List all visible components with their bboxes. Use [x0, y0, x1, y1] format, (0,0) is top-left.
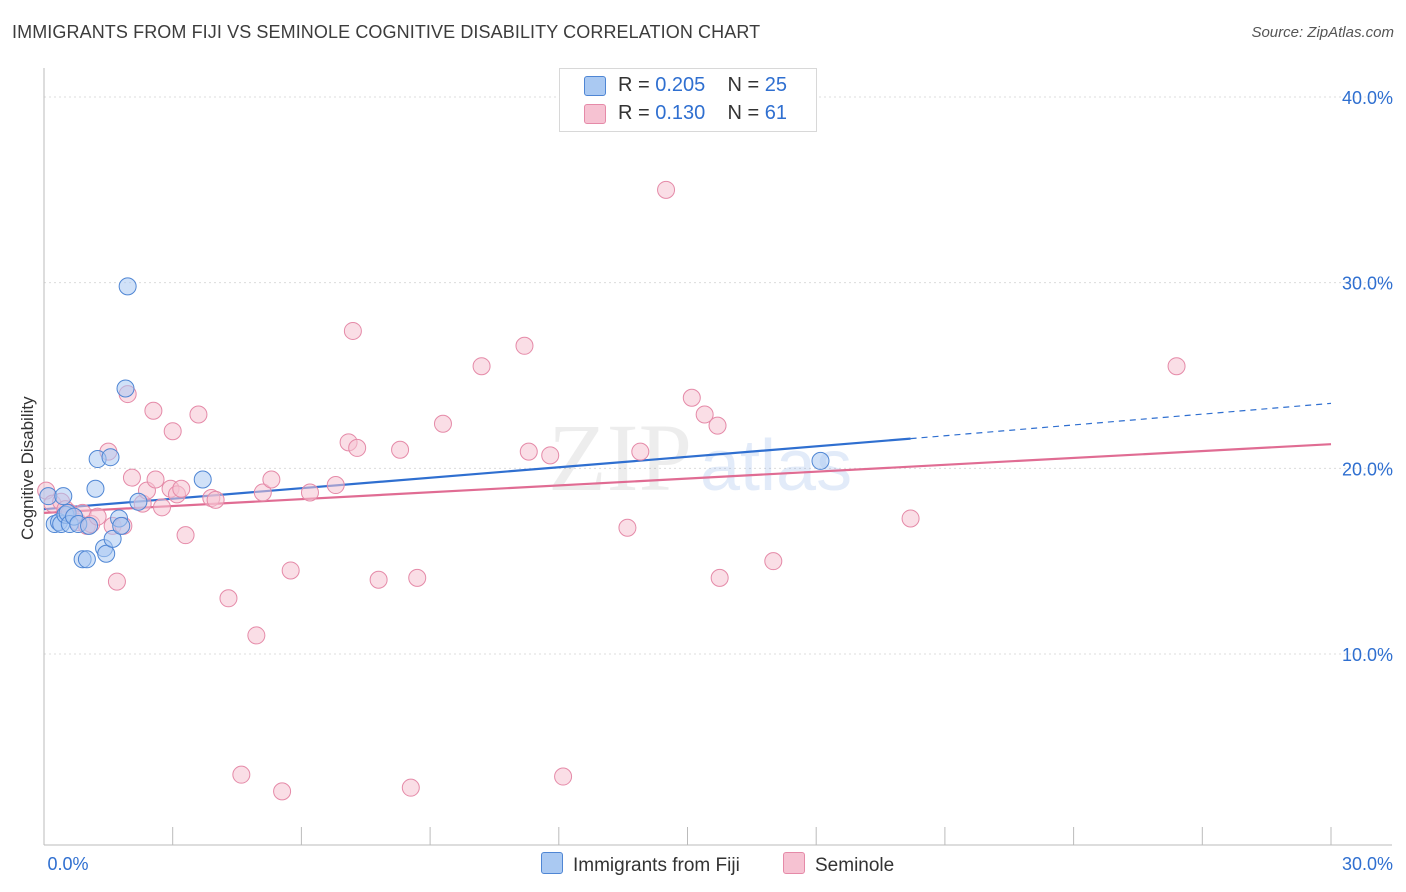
seminole-point[interactable]: [1167, 357, 1186, 376]
fiji-trend-extension: [910, 402, 1332, 440]
seminole-point[interactable]: [189, 405, 208, 424]
fiji-n-value: 25: [764, 74, 788, 96]
seminole-point[interactable]: [152, 498, 171, 517]
legend-item-seminole[interactable]: Seminole: [783, 852, 894, 877]
seminole-point[interactable]: [348, 438, 367, 457]
fiji-point[interactable]: [193, 470, 212, 489]
y-tick-label: 10.0%: [1342, 645, 1393, 665]
y-tick-label: 30.0%: [1342, 274, 1393, 294]
fiji-point[interactable]: [54, 487, 73, 506]
fiji-r-label: R =: [618, 74, 650, 96]
seminole-point[interactable]: [122, 468, 141, 487]
fiji-point[interactable]: [86, 479, 105, 498]
seminole-point[interactable]: [273, 782, 292, 801]
seminole-point[interactable]: [343, 321, 362, 340]
y-axis-label: Cognitive Disability: [18, 396, 37, 540]
seminole-point[interactable]: [391, 440, 410, 459]
fiji-point[interactable]: [39, 487, 58, 506]
fiji-swatch: [584, 76, 606, 96]
seminole-trend-line: [43, 443, 1332, 514]
seminole-point[interactable]: [472, 357, 491, 376]
seminole-swatch: [584, 104, 606, 124]
seminole-point[interactable]: [708, 416, 727, 435]
y-tick-label: 40.0%: [1342, 88, 1393, 108]
fiji-r-value: 0.205: [655, 74, 706, 96]
fiji-trend-line: [43, 437, 911, 511]
seminole-point[interactable]: [433, 414, 452, 433]
fiji-point[interactable]: [116, 379, 135, 398]
fiji-point[interactable]: [103, 529, 122, 548]
seminole-point[interactable]: [326, 476, 345, 495]
seminole-r-value: 0.130: [655, 102, 706, 124]
x-tick-label: 30.0%: [1342, 854, 1393, 874]
legend-fiji-label: Immigrants from Fiji: [573, 855, 740, 876]
chart-title: IMMIGRANTS FROM FIJI VS SEMINOLE COGNITI…: [12, 22, 761, 42]
seminole-point[interactable]: [247, 626, 266, 645]
fiji-point[interactable]: [811, 451, 830, 470]
seminole-point[interactable]: [163, 422, 182, 441]
seminole-point[interactable]: [657, 180, 676, 199]
fiji-point[interactable]: [129, 492, 148, 511]
seminole-n-label: N =: [727, 102, 760, 124]
seminole-point[interactable]: [710, 568, 729, 587]
seminole-point[interactable]: [401, 778, 420, 797]
y-tick-label: 20.0%: [1342, 459, 1393, 479]
seminole-point[interactable]: [300, 483, 319, 502]
seminole-point[interactable]: [253, 483, 272, 502]
fiji-point[interactable]: [77, 550, 96, 569]
fiji-point[interactable]: [112, 516, 131, 535]
seminole-point[interactable]: [281, 561, 300, 580]
stats-legend-box: R = 0.205 N = 25 R = 0.130 N = 61: [559, 68, 817, 132]
seminole-point[interactable]: [172, 479, 191, 498]
seminole-point[interactable]: [408, 568, 427, 587]
fiji-point[interactable]: [101, 448, 120, 467]
seminole-point[interactable]: [219, 589, 238, 608]
fiji-point[interactable]: [80, 516, 99, 535]
seminole-point[interactable]: [519, 442, 538, 461]
seminole-point[interactable]: [146, 470, 165, 489]
tick-labels: 10.0% 20.0% 30.0% 40.0% 0.0% 30.0%: [47, 88, 1393, 874]
legend-seminole-swatch: [783, 852, 805, 874]
seminole-point[interactable]: [206, 490, 225, 509]
legend-item-fiji[interactable]: Immigrants from Fiji: [541, 852, 740, 877]
seminole-point[interactable]: [682, 388, 701, 407]
seminole-n-value: 61: [764, 102, 788, 124]
fiji-n-label: N =: [727, 74, 760, 96]
seminole-point[interactable]: [262, 470, 281, 489]
seminole-r-label: R =: [618, 102, 650, 124]
source-label: Source: ZipAtlas.com: [1251, 24, 1394, 41]
seminole-point[interactable]: [515, 336, 534, 355]
data-points: [37, 180, 1186, 801]
x-tick-label: 0.0%: [47, 854, 88, 874]
trend-lines: [43, 402, 1332, 514]
fiji-point[interactable]: [118, 277, 137, 296]
legend-seminole-label: Seminole: [815, 855, 895, 876]
axes: [43, 68, 1392, 846]
seminole-point[interactable]: [369, 570, 388, 589]
seminole-point[interactable]: [631, 442, 650, 461]
seminole-point[interactable]: [541, 446, 560, 465]
seminole-point[interactable]: [176, 526, 195, 545]
seminole-point[interactable]: [901, 509, 920, 528]
seminole-point[interactable]: [764, 552, 783, 571]
seminole-point[interactable]: [695, 405, 714, 424]
seminole-point[interactable]: [232, 765, 251, 784]
seminole-point[interactable]: [144, 401, 163, 420]
fiji-point[interactable]: [97, 544, 116, 563]
seminole-point[interactable]: [554, 767, 573, 786]
legend-fiji-swatch: [541, 852, 563, 874]
seminole-point[interactable]: [618, 518, 637, 537]
seminole-point[interactable]: [107, 572, 126, 591]
